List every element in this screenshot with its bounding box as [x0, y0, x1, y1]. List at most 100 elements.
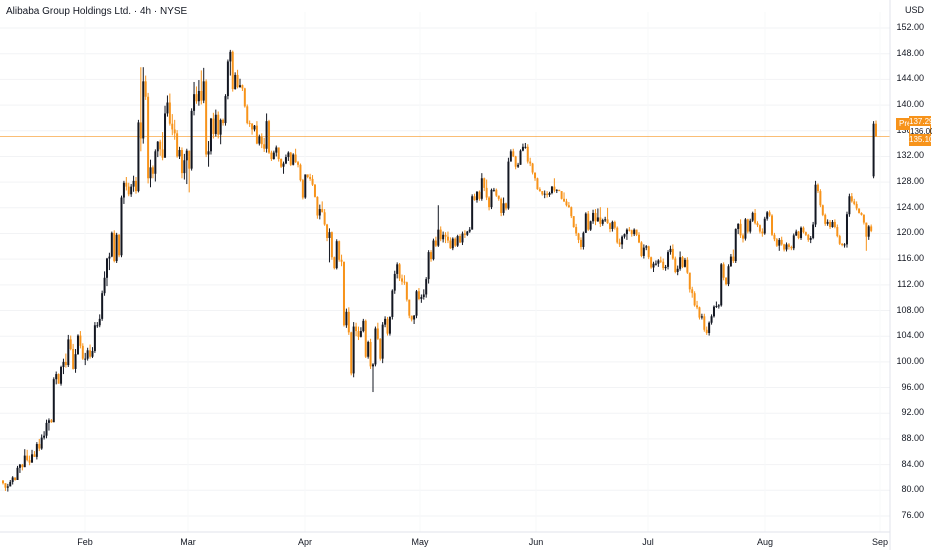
candle-body	[546, 193, 549, 195]
candle	[35, 442, 38, 460]
candle-body	[258, 136, 261, 144]
candle-body	[79, 335, 82, 346]
candle-body	[176, 133, 179, 157]
candle-body	[766, 212, 769, 219]
candle	[258, 134, 261, 146]
candle-body	[787, 244, 790, 247]
candle-body	[722, 264, 725, 278]
candle	[613, 220, 616, 230]
candle-body	[328, 232, 331, 238]
candle	[449, 237, 452, 249]
candle	[246, 104, 249, 125]
candle-body	[318, 209, 321, 216]
candle	[814, 180, 817, 228]
candle-body	[744, 219, 747, 239]
candle-body	[814, 184, 817, 225]
candle	[393, 270, 396, 294]
candle	[166, 95, 169, 117]
candle-body	[255, 125, 258, 144]
candle-body	[712, 306, 715, 317]
candle	[809, 236, 812, 244]
price-tick-label: 144.00	[896, 73, 924, 84]
exchange-label: NYSE	[159, 6, 188, 17]
candle-body	[26, 455, 29, 461]
candle	[231, 50, 234, 92]
candle	[357, 326, 360, 341]
candle-body	[16, 467, 19, 480]
candle	[642, 244, 645, 259]
candle	[722, 262, 725, 281]
candle-body	[468, 229, 471, 232]
candle-body	[367, 341, 370, 357]
candle-body	[142, 81, 145, 139]
candle	[195, 86, 198, 104]
candle-body	[91, 350, 94, 357]
candle-body	[299, 164, 302, 181]
candle	[403, 275, 406, 285]
candle	[739, 219, 742, 238]
candle-body	[284, 157, 287, 164]
candle	[688, 272, 691, 293]
candle	[330, 231, 333, 260]
candle	[862, 214, 865, 225]
candle-body	[335, 241, 338, 269]
candle-body	[490, 189, 493, 208]
candle-body	[260, 136, 263, 145]
candle	[427, 250, 430, 284]
candle-body	[761, 231, 764, 234]
candle-body	[147, 96, 150, 179]
price-tick-label: 100.00	[896, 355, 924, 366]
candle-body	[209, 118, 212, 152]
price-tick-label: 112.00	[897, 278, 924, 289]
price-tick-label: 140.00	[896, 99, 924, 110]
candle-body	[797, 231, 800, 238]
candle-body	[67, 339, 70, 366]
candle-body	[662, 261, 665, 269]
candle-body	[398, 264, 401, 279]
candle	[654, 260, 657, 266]
candle	[168, 93, 171, 126]
candle	[783, 243, 786, 252]
candle-body	[110, 232, 113, 257]
candle	[594, 209, 597, 226]
price-tick-label: 116.00	[897, 253, 924, 264]
candle	[729, 254, 732, 267]
time-tick-label: Feb	[77, 537, 93, 547]
candle	[821, 204, 824, 217]
candle-body	[640, 242, 643, 256]
candle	[248, 120, 251, 127]
candle	[703, 313, 706, 332]
interval-label[interactable]: 4h	[139, 6, 152, 17]
candle	[287, 151, 290, 161]
candle	[872, 121, 875, 179]
candle-body	[40, 437, 43, 449]
candle-body	[720, 264, 723, 306]
candle-body	[773, 234, 776, 240]
candle	[601, 218, 604, 226]
candle	[855, 201, 858, 211]
candle-body	[459, 236, 462, 243]
candle-body	[836, 227, 839, 237]
candle	[159, 139, 162, 156]
candle-body	[596, 217, 599, 222]
candle	[103, 271, 106, 296]
candle-body	[359, 331, 362, 337]
price-tick-label: 128.00	[896, 176, 924, 187]
candle-body	[599, 217, 602, 224]
candle	[836, 224, 839, 238]
candle	[43, 431, 46, 440]
candle-body	[241, 85, 244, 89]
candle	[621, 235, 624, 249]
candle-body	[560, 191, 563, 199]
candle-body	[795, 231, 798, 236]
candle	[272, 150, 275, 160]
candle-body	[105, 258, 108, 278]
price-tick-label: 88.00	[901, 432, 924, 443]
candle	[686, 257, 689, 274]
candle-body	[277, 147, 280, 160]
candle	[359, 327, 362, 338]
candle	[664, 264, 667, 271]
candle	[335, 239, 338, 270]
